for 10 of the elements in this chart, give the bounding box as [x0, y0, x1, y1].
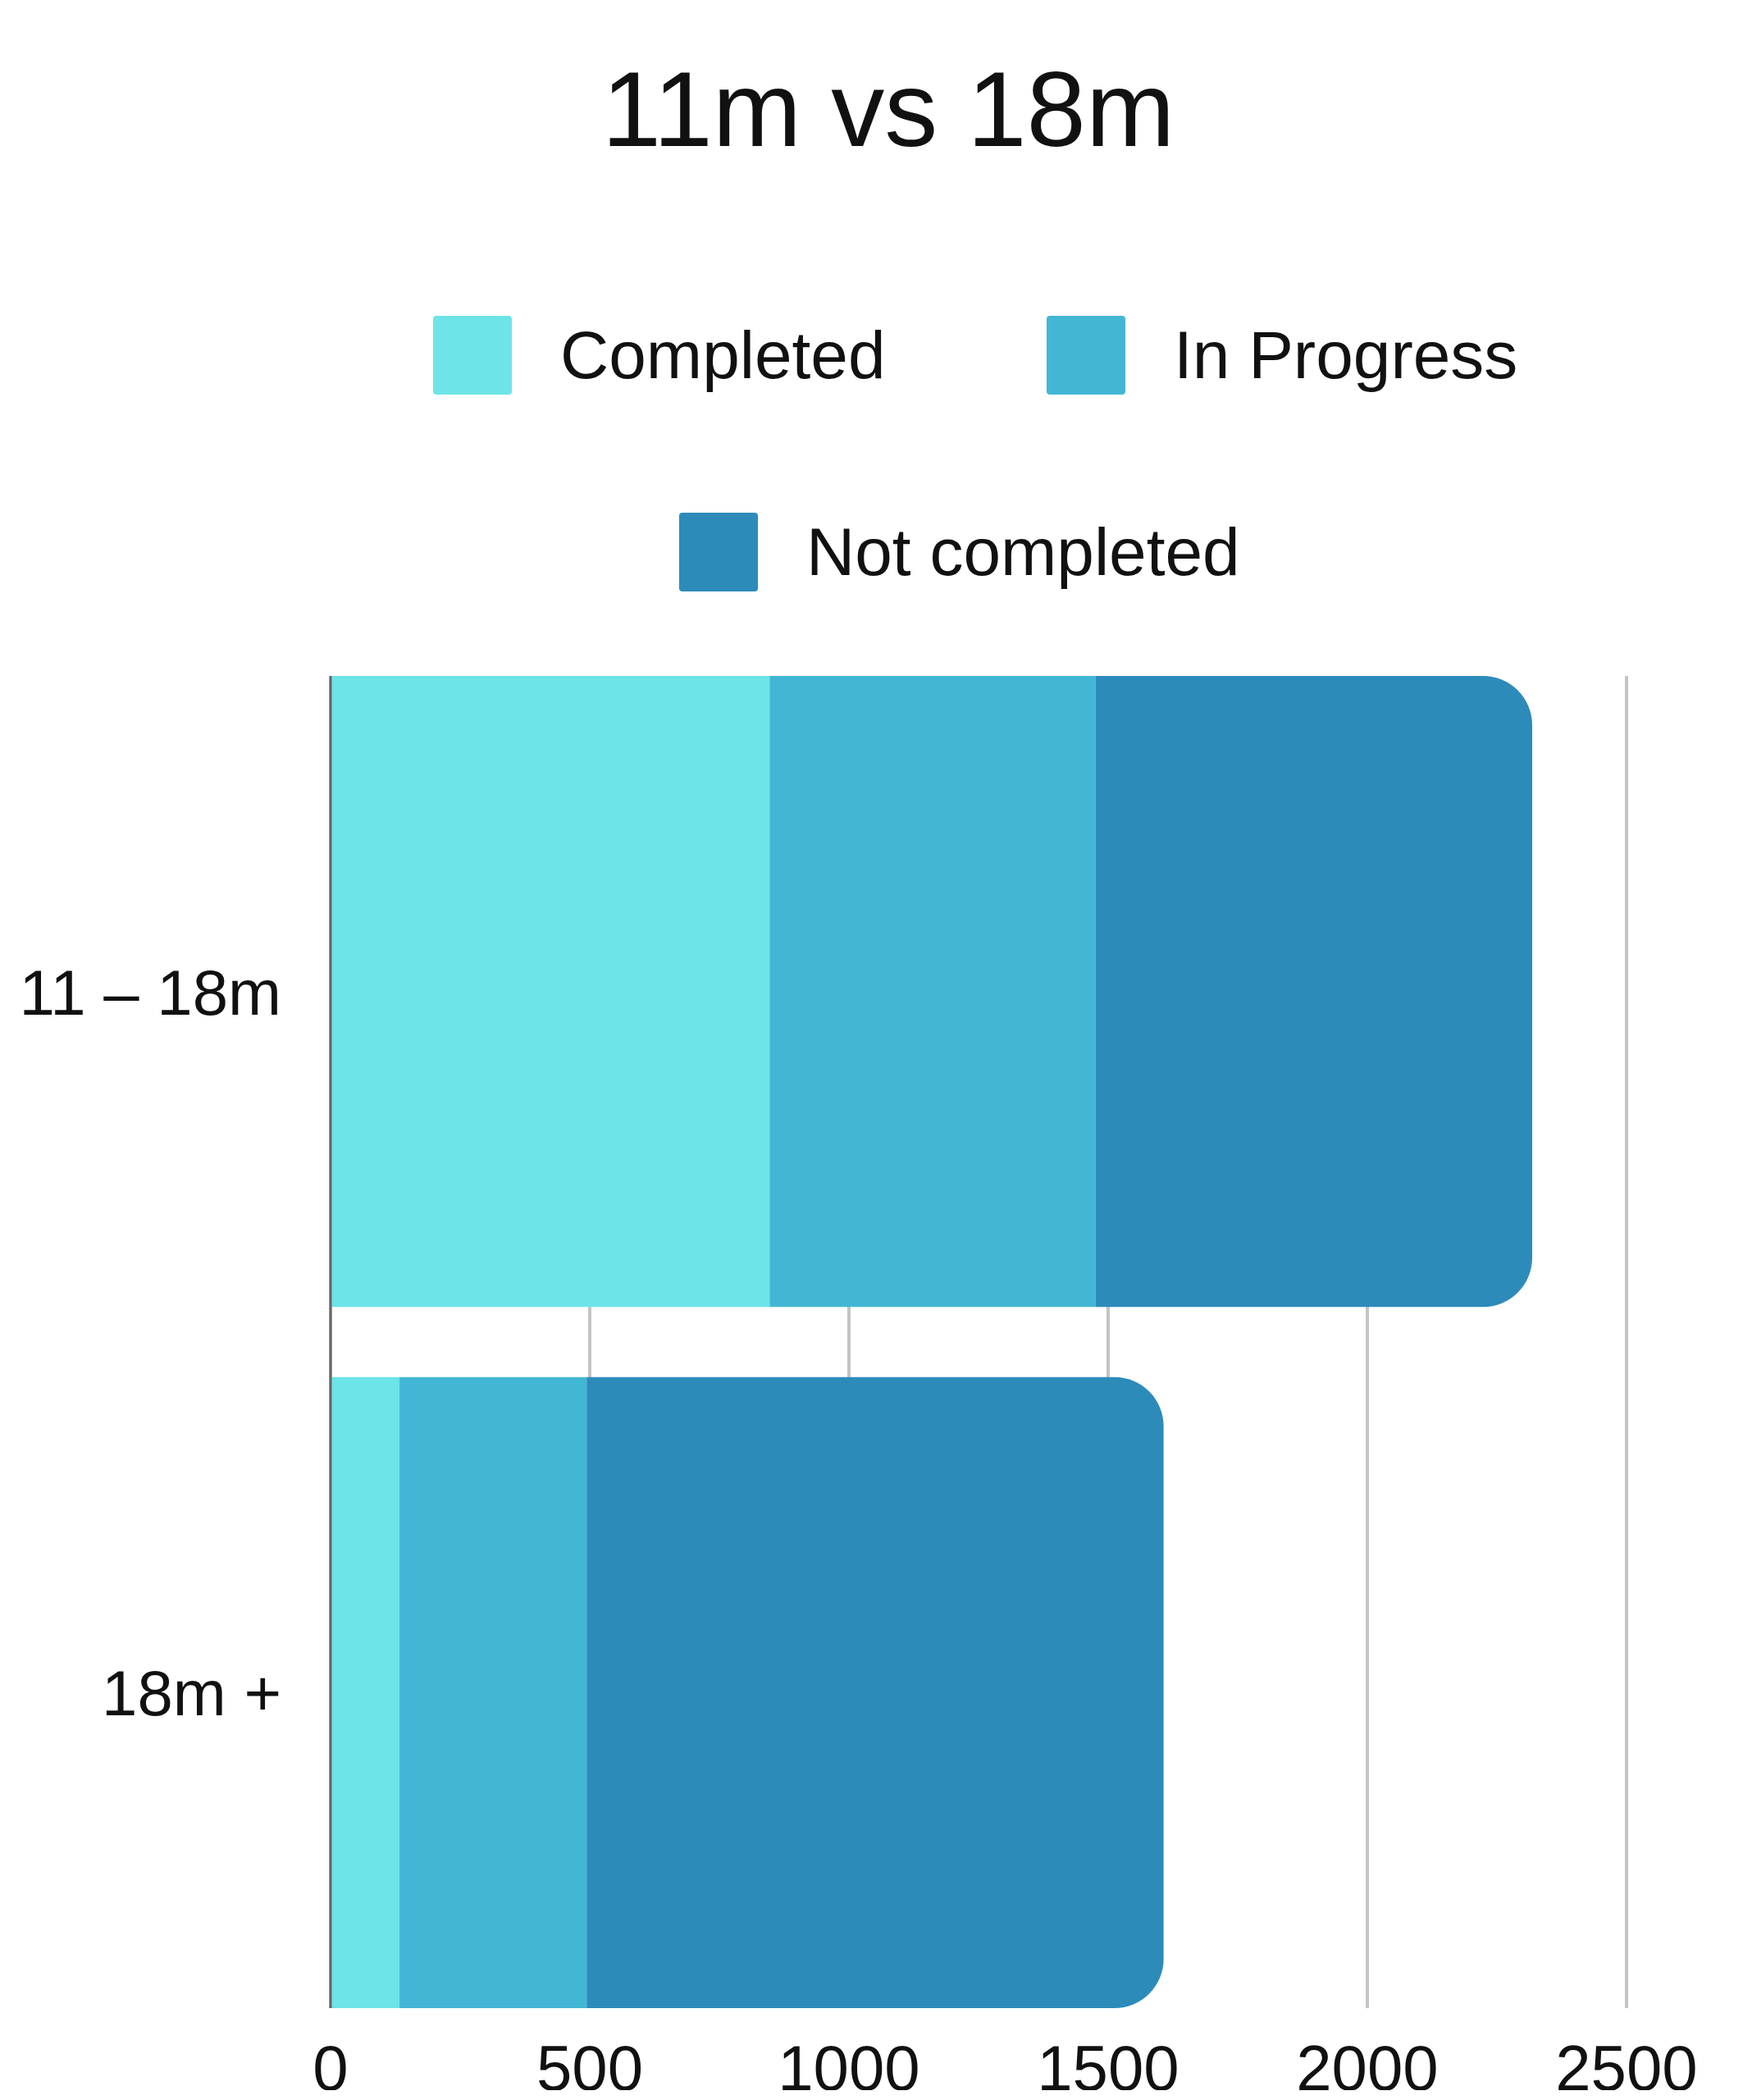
bar [399, 1376, 587, 2008]
chart-title: 11m vs 18m [601, 49, 1175, 169]
bar [1095, 676, 1532, 1308]
y-tick-label: 11 – 18m [19, 956, 281, 1029]
legend-label: Completed [560, 317, 886, 392]
bar [769, 676, 1096, 1308]
bar [586, 1376, 1164, 2008]
y-tick-label: 18m + [102, 1657, 281, 1730]
legend-label: In Progress [1174, 317, 1518, 392]
legend-label: Not completed [806, 514, 1240, 589]
